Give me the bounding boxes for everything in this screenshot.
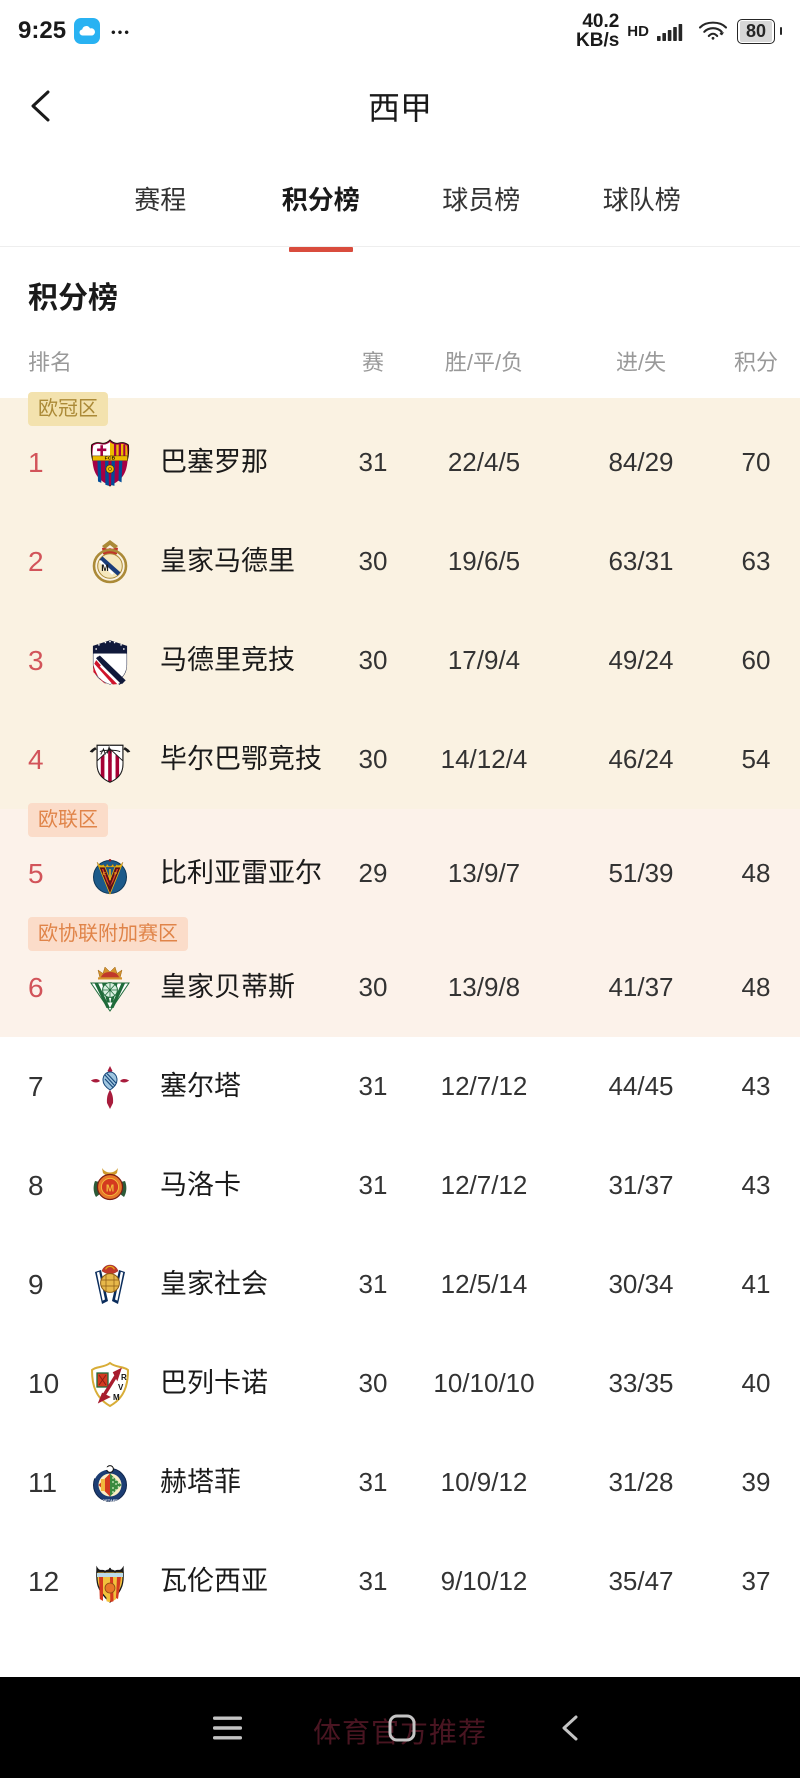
svg-text:F: F (114, 871, 117, 876)
svg-text:M: M (101, 563, 109, 573)
svg-text:M: M (113, 1393, 120, 1402)
svg-text:V: V (118, 1383, 124, 1392)
svg-text:R: R (121, 1373, 127, 1382)
svg-text:GETAFE: GETAFE (102, 1498, 118, 1503)
svg-text:FCB: FCB (105, 455, 116, 461)
svg-text:M: M (106, 1183, 114, 1194)
